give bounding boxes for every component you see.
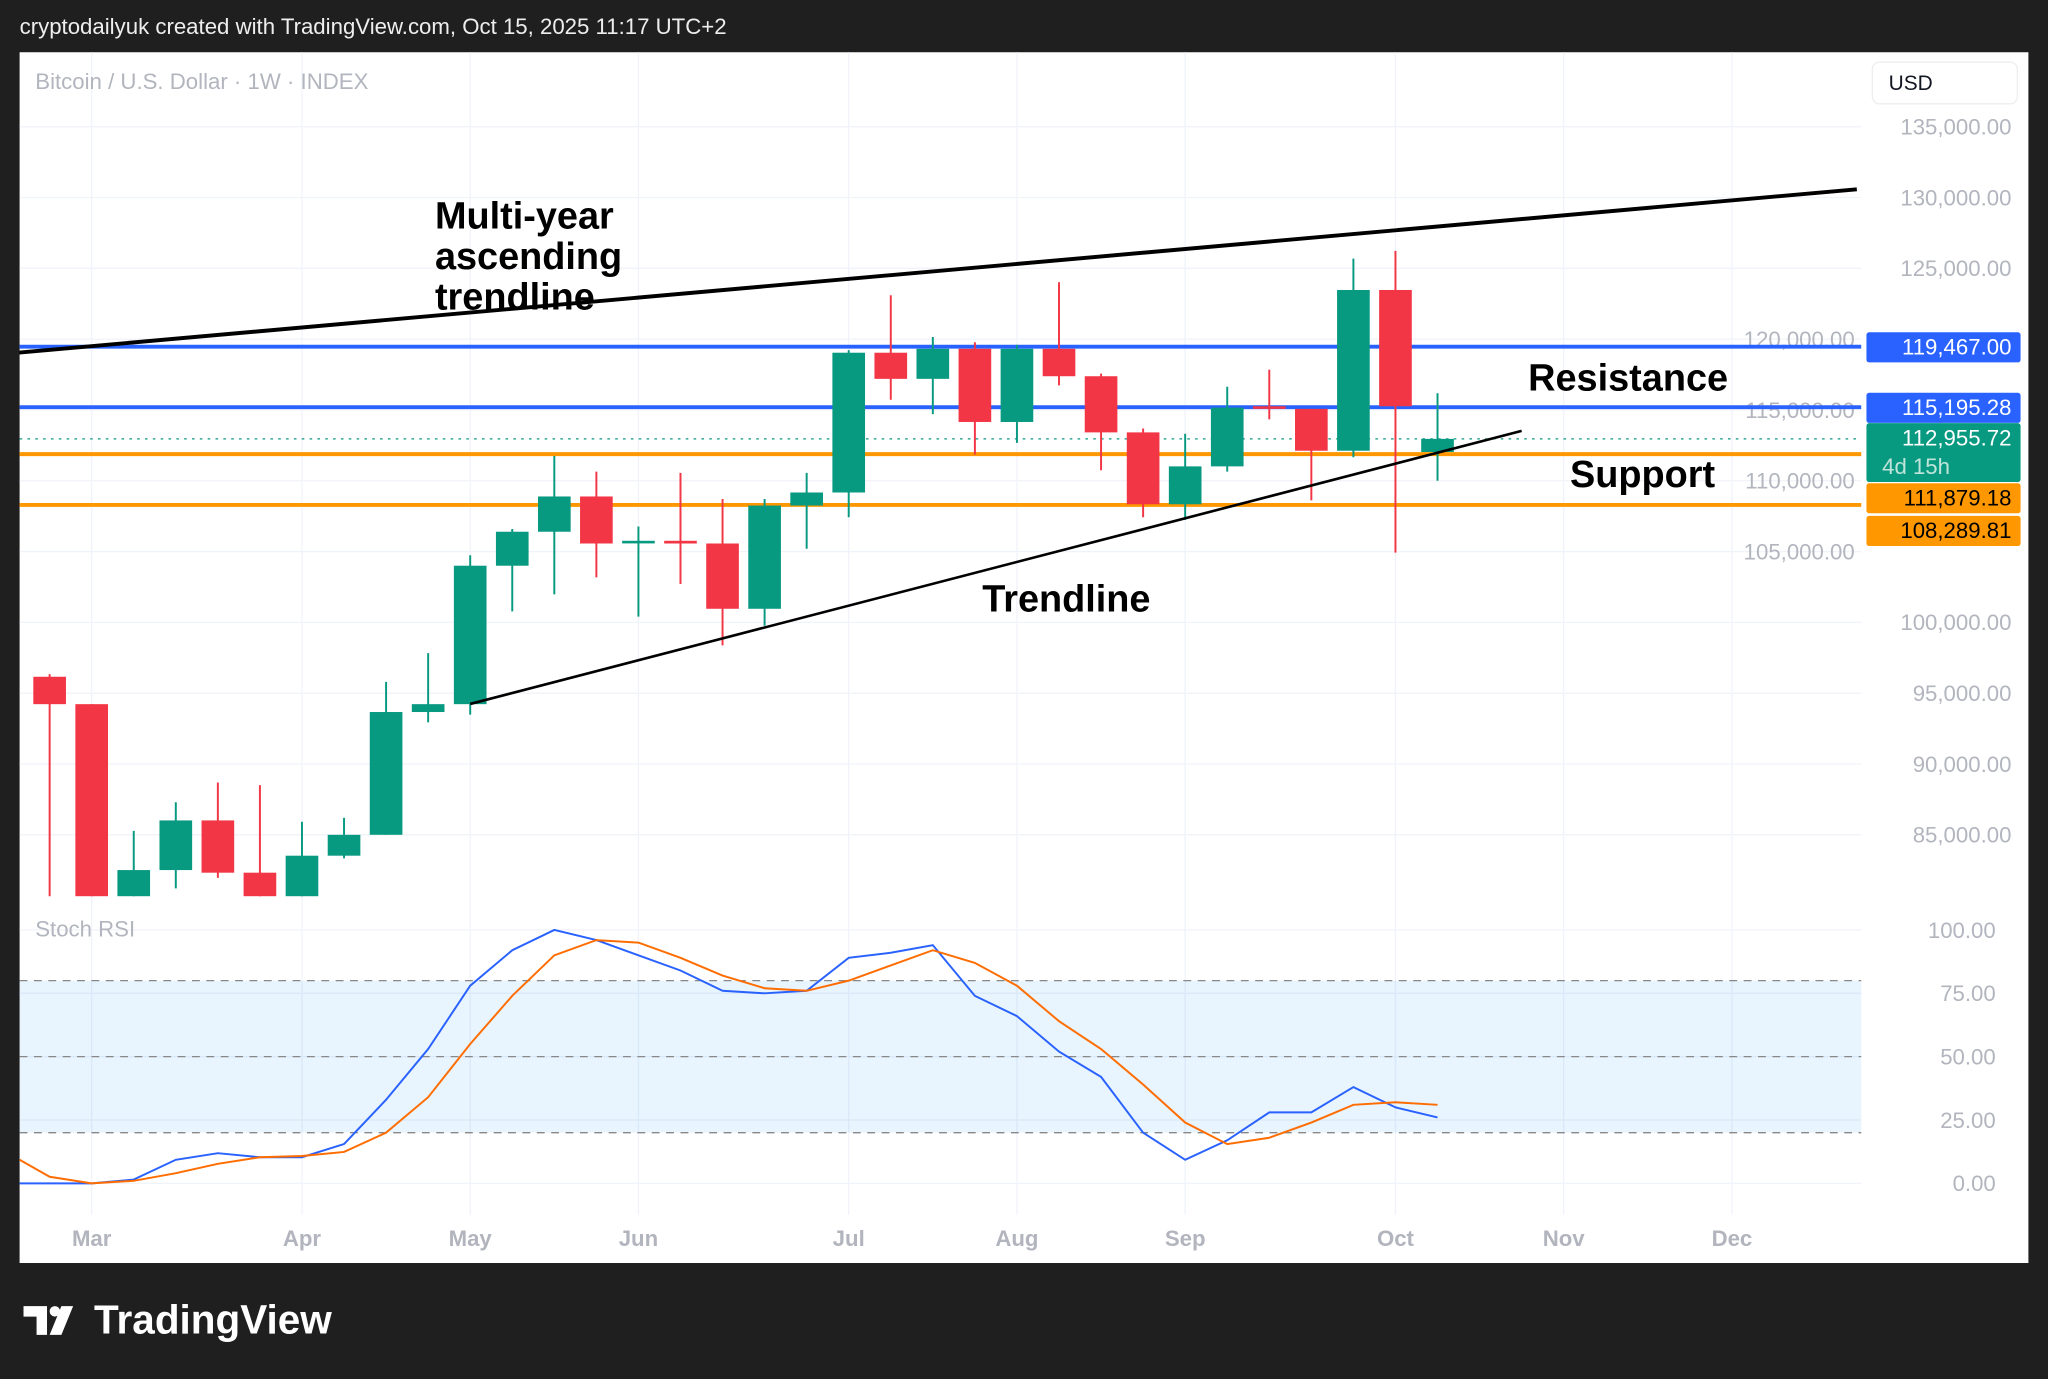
candle-body[interactable] [1210, 407, 1244, 467]
price-tick-label: 95,000.00 [1913, 681, 2012, 706]
candle-body[interactable] [958, 348, 992, 422]
resistance-lower-badge-label: 115,195.28 [1902, 395, 2011, 420]
price-tick-label: 85,000.00 [1913, 823, 2012, 848]
candle-body[interactable] [580, 496, 613, 544]
tradingview-logo: TradingView [23, 1296, 332, 1344]
month-tick-label: Jun [619, 1226, 658, 1251]
resistance-lower-badge [1866, 392, 2021, 423]
price-tick-label: 125,000.00 [1900, 256, 2011, 281]
symbol-title: Bitcoin / U.S. Dollar · 1W · INDEX [35, 69, 369, 95]
candle-body[interactable] [537, 496, 571, 532]
price-tick-label: 115,000.00 [1745, 398, 1854, 423]
tradingview-logo-icon [23, 1306, 74, 1335]
candle-body[interactable] [327, 834, 361, 856]
candle-body[interactable] [1295, 408, 1328, 451]
candle-body[interactable] [495, 531, 529, 566]
last-price-badge-label: 112,955.72 [1902, 425, 2011, 450]
price-tick-label: 90,000.00 [1913, 752, 2012, 777]
chart-panel[interactable] [19, 52, 2029, 1264]
candle-body[interactable] [75, 704, 109, 897]
candle-body[interactable] [285, 855, 319, 897]
month-tick-label: Apr [283, 1226, 322, 1251]
price-tick-label: 110,000.00 [1745, 469, 1854, 494]
candle-body[interactable] [1252, 406, 1286, 409]
candle-body[interactable] [1084, 376, 1118, 433]
month-tick-label: Dec [1712, 1226, 1753, 1251]
candle-body[interactable] [1421, 438, 1454, 453]
resistance-label: Resistance [1528, 358, 1728, 400]
candle-body[interactable] [748, 505, 781, 609]
candle-body[interactable] [1168, 466, 1202, 505]
indicator-label: Stoch RSI [35, 916, 135, 941]
trendline[interactable] [469, 429, 1522, 706]
rsi-tick-label: 25.00 [1940, 1108, 1996, 1133]
month-tick-label: Jul [833, 1226, 865, 1251]
month-tick-label: Oct [1377, 1226, 1415, 1251]
candle-body[interactable] [622, 540, 655, 544]
candle-body[interactable] [201, 820, 235, 873]
resistance-upper-badge [1866, 332, 2021, 363]
candle-body[interactable] [706, 543, 739, 609]
candle-body[interactable] [369, 712, 403, 835]
candle-body[interactable] [790, 492, 823, 506]
candle-body[interactable] [1337, 289, 1370, 451]
price-tick-label: 100,000.00 [1900, 610, 2011, 635]
rsi-tick-label: 75.00 [1940, 981, 1996, 1006]
candle-body[interactable] [1000, 348, 1034, 422]
support-upper-badge-label: 111,879.18 [1904, 485, 2012, 510]
candle-body[interactable] [1126, 432, 1160, 505]
candle-body[interactable] [916, 348, 950, 379]
credit-text: cryptodailyuk created with TradingView.c… [19, 14, 727, 40]
month-tick-label: Sep [1165, 1226, 1206, 1251]
month-tick-label: Nov [1543, 1226, 1586, 1251]
rsi-tick-label: 100.00 [1928, 918, 1996, 943]
month-tick-label: Mar [72, 1226, 112, 1251]
candle-body[interactable] [1379, 289, 1412, 407]
candle-body[interactable] [832, 352, 866, 493]
support-upper-badge [1866, 483, 2021, 514]
multi-year-label: trendline [435, 277, 595, 319]
support-lower-badge-label: 108,289.81 [1900, 518, 2011, 543]
price-tick-label: 135,000.00 [1900, 115, 2011, 140]
price-tick-label: 130,000.00 [1900, 185, 2011, 210]
month-tick-label: Aug [995, 1226, 1038, 1251]
rsi-tick-label: 50.00 [1940, 1044, 1996, 1069]
countdown-label: 4d 15h [1882, 454, 1950, 479]
stoch-k-line [19, 928, 1438, 1185]
price-tick-label: 105,000.00 [1744, 539, 1855, 564]
candle-body[interactable] [411, 704, 445, 713]
multi-year-ascending-trendline[interactable] [19, 187, 1857, 355]
candle-body[interactable] [159, 820, 193, 871]
resistance-upper-badge-label: 119,467.00 [1902, 335, 2011, 360]
trendline-label: Trendline [982, 578, 1150, 620]
support-lower-badge [1866, 515, 2021, 546]
candle-body[interactable] [1042, 348, 1076, 377]
candle-body[interactable] [664, 540, 697, 544]
candle-body[interactable] [33, 676, 66, 705]
stoch-d-line [19, 939, 1438, 1185]
rsi-tick-label: 0.00 [1953, 1171, 1996, 1196]
multi-year-label: ascending [435, 236, 622, 278]
last-price-badge [1866, 423, 2021, 482]
candle-body[interactable] [243, 872, 277, 897]
candle-body[interactable] [874, 352, 908, 379]
currency-button[interactable]: USD [1871, 61, 2018, 105]
candle-body[interactable] [453, 565, 487, 705]
brand-name: TradingView [94, 1296, 332, 1343]
support-label: Support [1570, 454, 1715, 496]
candle-body[interactable] [117, 870, 151, 897]
month-tick-label: May [449, 1226, 493, 1251]
multi-year-label: Multi-year [435, 196, 614, 238]
